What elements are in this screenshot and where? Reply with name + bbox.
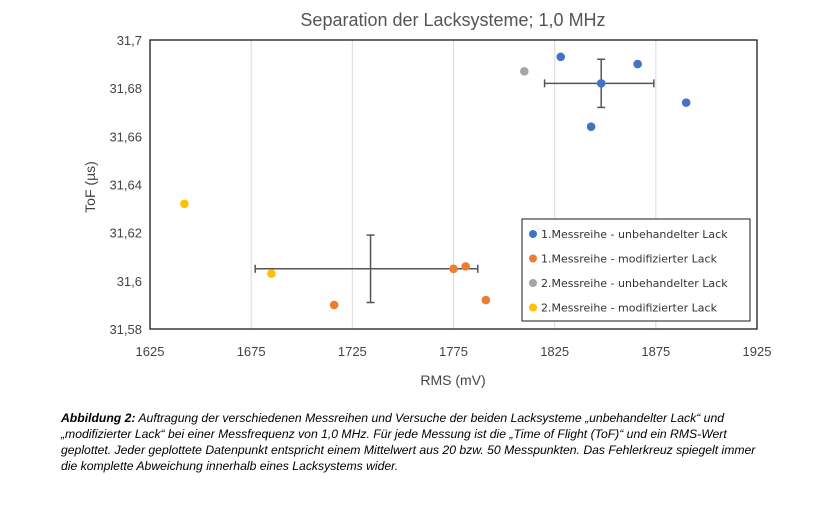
data-point (461, 262, 470, 271)
caption-label: Abbildung 2: (61, 411, 136, 425)
data-point (180, 199, 189, 209)
caption-text: Auftragung der verschiedenen Messreihen … (61, 411, 756, 473)
y-tick-label: 31,7 (117, 33, 142, 48)
y-tick-label: 31,62 (109, 226, 142, 241)
plot-frame (149, 39, 758, 330)
error-cross (254, 234, 479, 304)
legend-entry: 2.Messreihe - modifizierter Lack (541, 302, 718, 315)
x-tick-labels: 1625 1675 1725 1775 1825 1875 1925 (136, 344, 772, 359)
data-points (180, 52, 691, 310)
data-point (449, 264, 458, 274)
x-tick-label: 1725 (338, 344, 367, 359)
legend-box (521, 218, 751, 322)
data-point (520, 67, 529, 76)
x-tick-label: 1875 (641, 344, 670, 359)
legend-entry: 1.Messreihe - modifizierter Lack (541, 253, 718, 266)
data-point (633, 59, 642, 69)
x-tick-label: 1825 (540, 344, 569, 359)
x-axis-label: RMS (mV) (420, 372, 485, 388)
x-tick-label: 1775 (439, 344, 468, 359)
legend-marker (529, 279, 537, 287)
x-tick-label: 1625 (136, 344, 165, 359)
error-crosses (254, 58, 655, 304)
data-point (267, 269, 276, 278)
legend-entry: 2.Messreihe - unbehandelter Lack (541, 277, 728, 290)
y-tick-label: 31,6 (117, 274, 142, 289)
chart-title: Separation der Lacksysteme; 1,0 MHz (300, 10, 605, 30)
y-axis-label: ToF (µs) (82, 161, 98, 213)
data-point (596, 79, 606, 88)
y-tick-label: 31,58 (109, 322, 142, 337)
x-tick-label: 1675 (237, 344, 266, 359)
y-tick-label: 31,64 (109, 178, 142, 193)
figure-caption: Abbildung 2: Auftragung der verschiedene… (61, 410, 761, 474)
legend-marker (529, 230, 537, 238)
legend-entry: 1.Messreihe - unbehandelter Lack (541, 228, 728, 241)
legend-marker (529, 254, 537, 263)
y-tick-label: 31,68 (109, 81, 142, 96)
data-point (329, 300, 339, 310)
data-point (556, 52, 566, 62)
y-tick-labels: 31,58 31,6 31,62 31,64 31,66 31,68 31,7 (109, 33, 142, 337)
data-point (586, 122, 596, 131)
scatter-chart: Separation der Lacksysteme; 1,0 MHz 1625… (82, 10, 772, 388)
data-point (481, 295, 491, 305)
data-point (681, 98, 691, 107)
legend-marker (529, 303, 537, 312)
legend: 1.Messreihe - unbehandelter Lack 1.Messre… (521, 218, 751, 322)
axes (149, 39, 758, 330)
y-tick-label: 31,66 (109, 129, 142, 144)
x-tick-label: 1925 (743, 344, 772, 359)
